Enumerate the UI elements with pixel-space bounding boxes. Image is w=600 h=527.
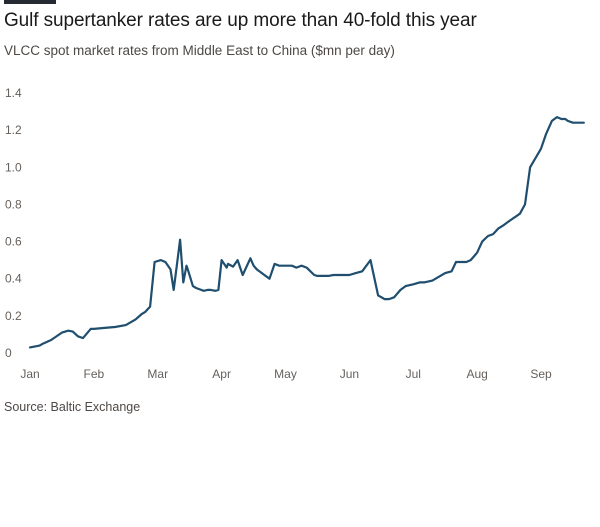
y-tick-label: 0	[5, 346, 12, 360]
y-tick-label: 1.4	[5, 86, 22, 100]
y-tick-label: 0.8	[5, 197, 22, 211]
x-tick-label: Mar	[147, 367, 168, 381]
blurred-footer-area	[0, 430, 600, 527]
x-tick-label: Apr	[212, 367, 231, 381]
y-tick-label: 0.4	[5, 272, 22, 286]
series-line	[28, 116, 585, 349]
y-axis-ticks: 0 0.2 0.4 0.6 0.8 1.0 1.2 1.4	[5, 86, 22, 360]
x-tick-label: Jul	[406, 367, 421, 381]
x-tick-label: Sep	[530, 367, 552, 381]
y-tick-label: 0.2	[5, 309, 22, 323]
x-tick-label: May	[274, 367, 297, 381]
line-chart: 0 0.2 0.4 0.6 0.8 1.0 1.2 1.4 Jan Feb Mar Apr May Ju…	[5, 86, 585, 381]
source-note: Source: Baltic Exchange	[4, 400, 141, 414]
top-rule	[4, 0, 56, 4]
x-tick-label: Feb	[84, 367, 105, 381]
y-tick-label: 1.0	[5, 160, 22, 174]
chart-subtitle: VLCC spot market rates from Middle East …	[4, 43, 395, 58]
x-axis-ticks: Jan Feb Mar Apr May Jun Jul Aug Sep	[20, 367, 552, 381]
y-tick-label: 1.2	[5, 123, 22, 137]
x-tick-label: Aug	[466, 367, 487, 381]
series-layer	[28, 116, 585, 349]
chart-title: Gulf supertanker rates are up more than …	[4, 10, 477, 31]
y-tick-label: 0.6	[5, 235, 22, 249]
x-tick-label: Jan	[20, 367, 39, 381]
x-tick-label: Jun	[340, 367, 359, 381]
